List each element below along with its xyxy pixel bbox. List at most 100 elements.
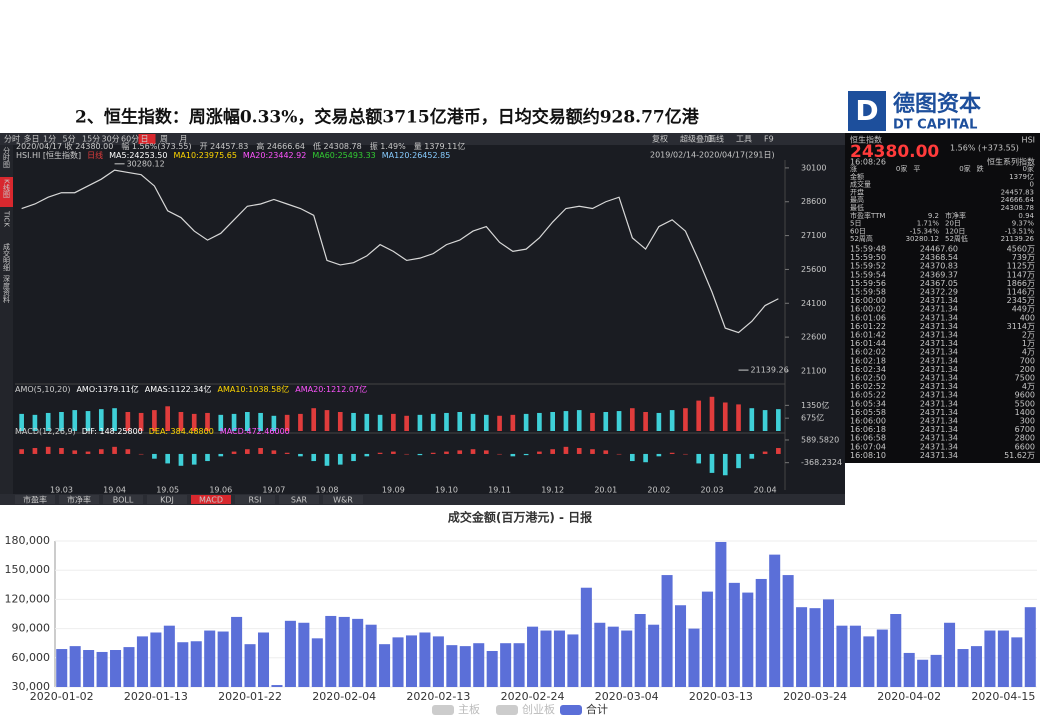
trade-price: 24371.34	[920, 399, 958, 408]
info-item: 高 24666.64	[256, 141, 305, 151]
x-tick-label: 19.04	[103, 486, 126, 495]
bar	[364, 453, 370, 457]
bar	[1011, 637, 1023, 687]
bar	[836, 625, 848, 687]
trade-time: 16:01:44	[850, 339, 886, 348]
bottom-tab-active	[191, 495, 231, 504]
bar	[675, 605, 687, 687]
bar	[540, 630, 552, 687]
trade-price: 24371.34	[920, 382, 958, 391]
terminal-panel	[0, 133, 845, 505]
stat-value: 24666.64	[1001, 196, 1035, 204]
stat-value: 9.2	[928, 212, 939, 220]
bar	[178, 453, 184, 466]
x-tick-label: 20.01	[594, 486, 617, 495]
toolbar-tab: 月	[180, 135, 188, 144]
y-tick-label: 30,000	[12, 680, 51, 693]
bar	[513, 643, 525, 687]
bar	[696, 400, 702, 431]
trade-price: 24371.34	[920, 442, 958, 451]
bar	[594, 622, 606, 687]
panel-header-item: DIF: 148.25800	[82, 427, 143, 436]
bar	[553, 630, 565, 687]
stat-value: 24308.78	[1001, 204, 1034, 212]
bar	[152, 453, 157, 459]
x-tick-label: 2020-03-13	[689, 690, 753, 703]
bar	[56, 649, 68, 687]
info-item: 量 1379.11亿	[414, 141, 466, 151]
bar	[563, 411, 569, 431]
bar	[190, 641, 202, 687]
bar	[298, 413, 303, 431]
trade-price: 24371.34	[920, 348, 958, 357]
bar	[311, 453, 317, 462]
bar	[205, 412, 210, 431]
bar	[537, 451, 542, 454]
x-tick-label: 19.06	[209, 486, 232, 495]
bar	[298, 453, 303, 457]
ma-item: MA20:23442.92	[243, 151, 306, 160]
bar	[178, 412, 184, 431]
trade-volume: 2万	[1022, 331, 1035, 340]
bar	[616, 411, 622, 431]
trade-volume: 6600	[1015, 442, 1035, 451]
ma-line: HSI.HI [恒生指数] 日线 MA5:24253.50 MA10:23975.65…	[16, 150, 450, 160]
bar	[749, 453, 755, 459]
bar	[19, 413, 24, 431]
bar	[736, 404, 741, 431]
bar	[984, 630, 996, 687]
bar	[231, 451, 237, 454]
bar	[284, 452, 290, 454]
bar	[138, 453, 144, 455]
stat-label: 市盈率TTM	[850, 211, 885, 220]
bar	[311, 638, 323, 687]
y-tick-label: -368.2324	[801, 458, 842, 467]
bar	[603, 450, 609, 454]
bottom-tab-bar	[0, 494, 845, 505]
bar	[392, 637, 404, 687]
bar	[523, 453, 529, 456]
trade-time: 15:59:50	[850, 253, 886, 262]
bar	[72, 410, 78, 431]
stat-label: 20日	[945, 220, 961, 228]
bottom-tab	[103, 495, 143, 504]
bar	[337, 453, 343, 465]
logo-en: DT CAPITAL	[893, 118, 977, 133]
bar	[271, 415, 277, 431]
side-tab: K线图	[3, 179, 11, 199]
bar	[749, 408, 755, 431]
bar	[550, 449, 555, 454]
legend-swatch	[496, 705, 518, 715]
bar	[656, 412, 662, 431]
bottom-tab	[59, 495, 99, 504]
bar	[98, 409, 104, 431]
trade-price: 24371.34	[920, 296, 958, 305]
logo-box	[848, 91, 886, 131]
y-tick-label: 60,000	[12, 651, 51, 664]
panel-header: MACD(12,26,9) DIF: 148.25800 DEA: 384.4880…	[15, 427, 290, 436]
bar	[890, 614, 902, 687]
toolbar-tool: 超级叠加	[680, 134, 712, 144]
stat-label: 平	[913, 165, 920, 173]
trade-volume: 4万	[1022, 348, 1035, 357]
y-tick-label: 30100	[801, 163, 826, 172]
bar	[138, 412, 144, 431]
ma-item: MA120:26452.85	[382, 151, 451, 160]
trade-price: 24371.34	[920, 408, 958, 417]
stat-label: 成交量	[850, 180, 871, 189]
side-tabs	[0, 145, 13, 495]
stat-label: 开盘	[850, 187, 864, 196]
trade-time: 16:02:34	[850, 365, 886, 374]
bar	[722, 402, 728, 431]
trade-price: 24371.34	[920, 434, 958, 443]
bar	[59, 448, 64, 454]
y-tick-label: 90,000	[12, 622, 51, 635]
trade-time: 15:59:56	[850, 279, 886, 288]
panel-header-item: AMA10:1038.58亿	[217, 384, 289, 394]
bar	[970, 646, 982, 687]
bar	[497, 415, 502, 431]
x-tick-label: 2020-01-22	[218, 690, 282, 703]
trade-time: 16:08:10	[850, 451, 886, 460]
trade-time: 16:05:58	[850, 408, 886, 417]
